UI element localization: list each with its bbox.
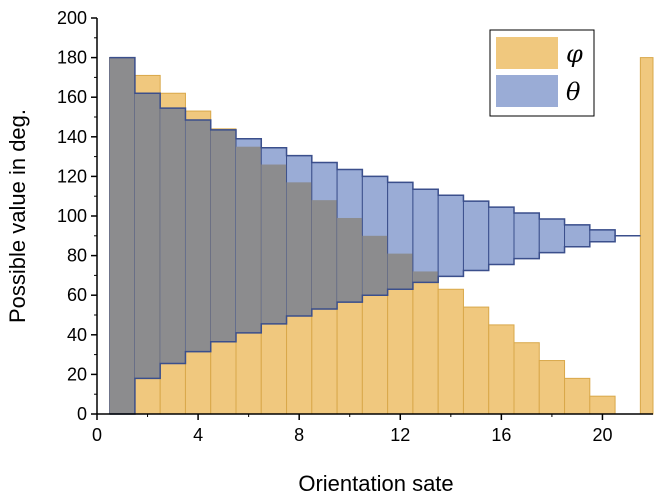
overlap-bar xyxy=(236,146,262,333)
axes: 0 20 40 60 80 100 120 140 160 180 200 0 4 8 12 16 20 xyxy=(57,8,653,445)
x-tick-label: 16 xyxy=(491,425,511,445)
phi-bar xyxy=(462,306,490,415)
x-axis-title: Orientation sate xyxy=(298,471,453,496)
plot-area xyxy=(109,56,654,415)
theta-bar xyxy=(538,218,566,254)
overlap-bar xyxy=(261,164,287,324)
phi-bar xyxy=(564,377,591,415)
y-tick-label: 100 xyxy=(57,206,87,226)
overlap-bar xyxy=(387,253,413,290)
y-tick-label: 140 xyxy=(57,127,87,147)
phi-bar xyxy=(538,360,566,415)
y-axis-title: Possible value in deg. xyxy=(5,109,30,323)
y-tick-label: 60 xyxy=(67,285,87,305)
y-tick-label: 20 xyxy=(67,364,87,384)
phi-bar xyxy=(412,270,439,415)
overlap-bar xyxy=(286,182,312,316)
y-tick-label: 160 xyxy=(57,87,87,107)
overlap-bar xyxy=(160,108,186,364)
x-tick-label: 8 xyxy=(294,425,304,445)
theta-bar xyxy=(412,188,439,283)
overlap-bar xyxy=(134,93,161,379)
y-tick-label: 200 xyxy=(57,8,87,28)
phi-bar xyxy=(488,324,515,415)
overlap-bar xyxy=(337,217,363,303)
phi-bar xyxy=(639,57,654,415)
x-tick-label: 20 xyxy=(592,425,612,445)
theta-bar xyxy=(564,224,591,248)
overlap-bar xyxy=(362,235,388,296)
overlap-bar xyxy=(311,200,338,310)
legend-swatch xyxy=(496,37,558,69)
x-tick-label: 4 xyxy=(193,425,203,445)
y-tick-label: 180 xyxy=(57,48,87,68)
y-tick-label: 40 xyxy=(67,325,87,345)
legend-label: θ xyxy=(566,78,581,106)
phi-bar xyxy=(589,395,616,415)
overlap-bar xyxy=(210,129,236,342)
x-tick-label: 0 xyxy=(92,425,102,445)
theta-upper-line xyxy=(109,56,641,237)
theta-bar xyxy=(513,212,540,260)
overlap-bar xyxy=(109,57,135,414)
theta-lower-line xyxy=(109,235,641,415)
overlap-bar xyxy=(185,119,211,352)
y-tick-label: 0 xyxy=(77,404,87,424)
legend: φθ xyxy=(489,29,595,117)
theta-bar xyxy=(462,200,490,271)
y-tick-label: 80 xyxy=(67,246,87,266)
theta-bar xyxy=(488,206,515,266)
legend-label: φ xyxy=(566,40,583,68)
theta-bar xyxy=(589,229,616,243)
y-tick-label: 120 xyxy=(57,166,87,186)
x-tick-label: 12 xyxy=(390,425,410,445)
legend-swatch xyxy=(496,75,558,107)
overlap-bar xyxy=(412,271,439,283)
phi-bar xyxy=(513,342,540,415)
phi-bar xyxy=(437,288,464,415)
theta-bar xyxy=(437,194,464,277)
